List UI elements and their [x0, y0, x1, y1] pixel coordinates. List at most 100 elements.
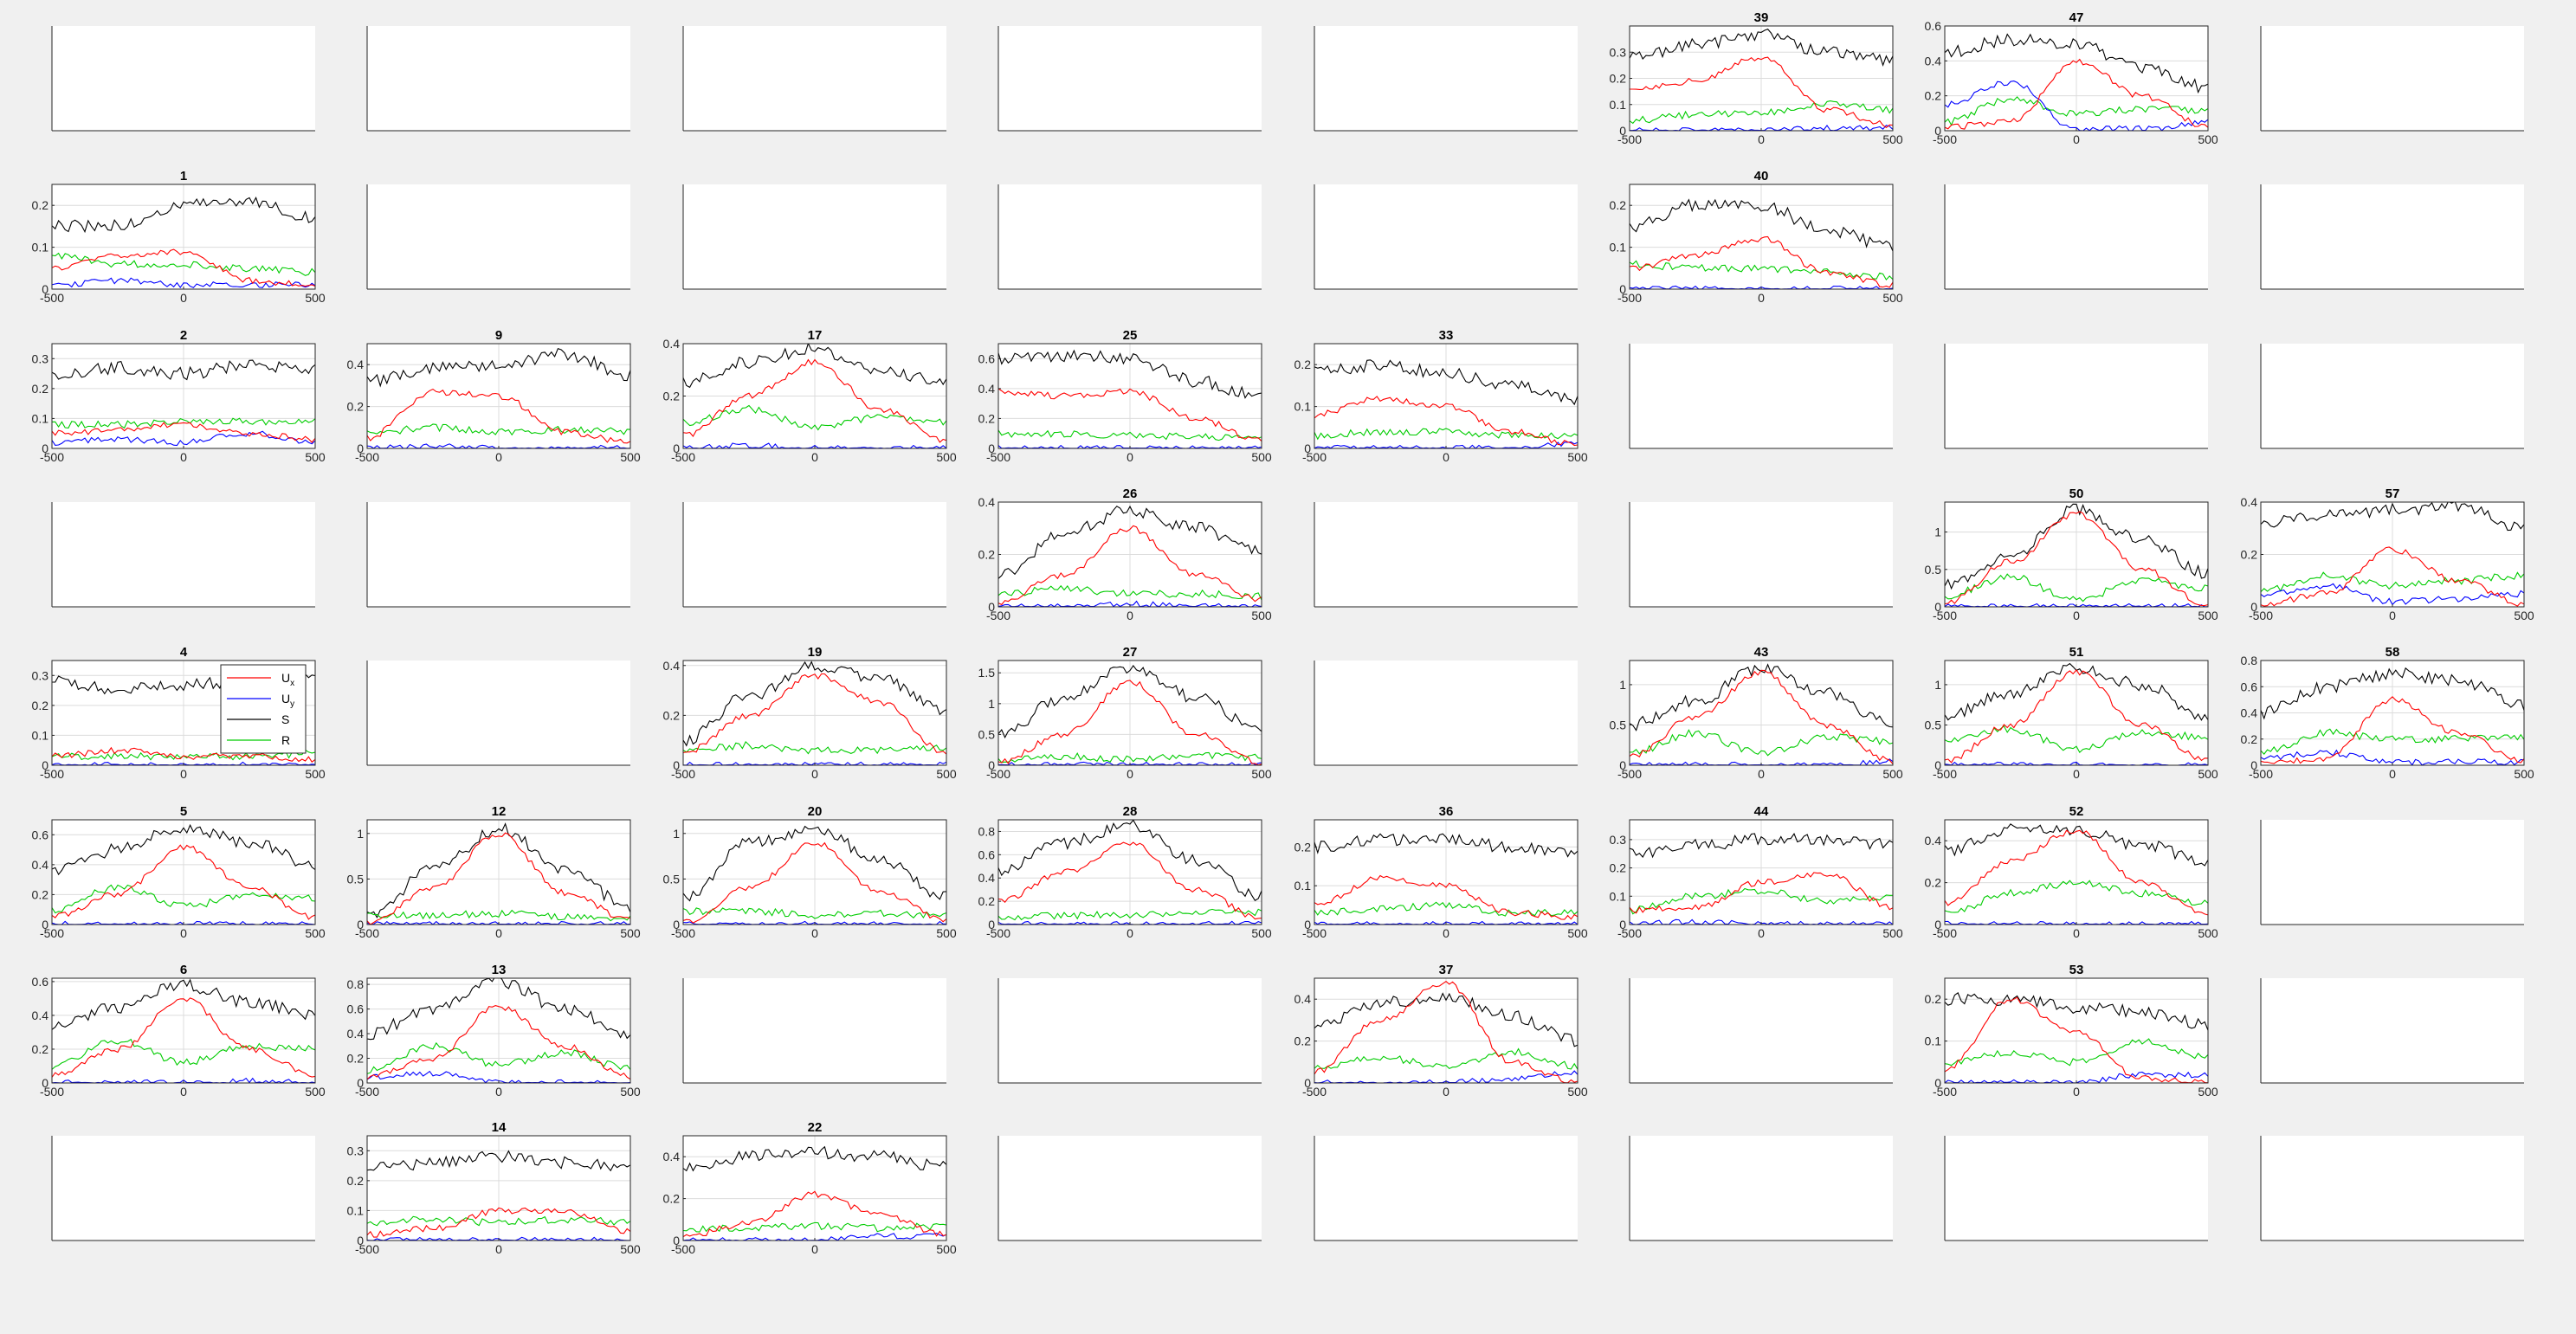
series-line-Ux [998, 388, 1262, 442]
x-tick-label: -500 [40, 926, 64, 940]
y-tick-label: 0.2 [1610, 198, 1627, 212]
x-tick-label: 0 [495, 926, 502, 940]
y-tick-label: 1.5 [978, 666, 996, 680]
y-tick-label: 0.2 [32, 887, 49, 901]
y-tick-label: 0 [988, 600, 995, 614]
y-tick-label: 0.6 [978, 351, 996, 365]
series-line-R [1314, 428, 1578, 441]
series-line-R [367, 909, 630, 922]
series-line-S [1630, 28, 1893, 68]
y-tick-label: 0 [42, 1076, 48, 1090]
y-tick-label: 0.5 [1925, 563, 1942, 577]
y-tick-label: 0 [357, 1076, 364, 1090]
series-line-R [2261, 728, 2524, 755]
subplot-title: 39 [1754, 10, 1769, 25]
x-tick-label: 0 [1127, 926, 1133, 940]
subplot-title: 28 [1123, 804, 1138, 819]
series-line-Ux [367, 832, 630, 925]
subplot-empty-0-4 [1314, 26, 1578, 132]
axes-background [2261, 1136, 2524, 1241]
y-tick-label: 0.2 [32, 382, 49, 396]
x-tick-label: -500 [1933, 767, 1957, 781]
subplot-title: 25 [1123, 328, 1138, 343]
x-tick-label: -500 [986, 609, 1010, 622]
subplot-empty-6-5 [1629, 978, 1893, 1084]
y-tick-label: 0.2 [978, 894, 996, 908]
axes-background [998, 26, 1262, 131]
series-line-R [52, 417, 315, 429]
axes-background [1945, 344, 2208, 448]
x-tick-label: 500 [305, 767, 326, 781]
subplot-title: 6 [180, 963, 187, 977]
y-tick-label: 0.5 [1610, 718, 1627, 731]
series-line-R [367, 1041, 630, 1074]
x-tick-label: -500 [40, 450, 64, 464]
series-line-R [52, 252, 315, 276]
series-line-Ux [52, 248, 315, 287]
x-tick-label: 500 [620, 926, 641, 940]
subplot-title: 52 [2069, 804, 2084, 819]
x-tick-label: -500 [355, 1242, 379, 1256]
y-tick-label: 0.6 [32, 828, 49, 841]
subplot-empty-1-4 [1314, 184, 1578, 290]
axes-background [1945, 184, 2208, 289]
subplot-title: 9 [495, 328, 502, 343]
series-line-Ux [1945, 58, 2208, 130]
y-tick-label: 0.5 [347, 872, 365, 886]
x-tick-label: -500 [40, 1085, 64, 1099]
series-line-S [1945, 503, 2208, 590]
subplot-empty-4-4 [1314, 661, 1578, 766]
subplot-empty-7-0 [51, 1136, 315, 1241]
x-tick-label: 0 [1443, 1085, 1449, 1099]
series-line-Ux [1314, 396, 1578, 447]
x-tick-label: 500 [1567, 450, 1588, 464]
series-line-S [1314, 833, 1578, 858]
x-tick-label: -500 [986, 926, 1010, 940]
y-tick-label: 0.6 [978, 847, 996, 861]
series-line-Uy [52, 430, 315, 447]
x-tick-label: -500 [1933, 609, 1957, 622]
x-tick-label: 0 [1758, 767, 1765, 781]
y-tick-label: 0 [2250, 600, 2257, 614]
y-tick-label: 0.2 [1294, 358, 1312, 371]
axes-background [1630, 978, 1893, 1083]
subplot-title: 17 [808, 328, 823, 343]
series-line-S [683, 825, 946, 902]
series-line-S [52, 978, 315, 1030]
x-tick-label: 0 [811, 1242, 818, 1256]
subplot-title: 4 [180, 645, 188, 660]
y-tick-label: 0.2 [663, 390, 681, 403]
series-line-R [367, 1215, 630, 1227]
y-tick-label: 0.5 [663, 872, 681, 886]
x-tick-label: 500 [2198, 767, 2218, 781]
y-tick-label: 0.2 [1610, 861, 1627, 875]
series-line-Ux [683, 358, 946, 443]
subplot-empty-3-0 [51, 502, 315, 608]
x-tick-label: 500 [1251, 450, 1272, 464]
subplot-empty-1-6 [1944, 184, 2208, 290]
x-tick-label: 0 [180, 1085, 187, 1099]
y-tick-label: 0.4 [978, 871, 996, 885]
y-tick-label: 0.6 [1925, 19, 1942, 33]
y-tick-label: 0 [1304, 1076, 1311, 1090]
axes-background [1314, 661, 1578, 765]
axes-background [2261, 184, 2524, 289]
y-tick-label: 0.6 [2241, 680, 2258, 693]
x-tick-label: 0 [2073, 609, 2080, 622]
series-line-R [1945, 1038, 2208, 1067]
x-tick-label: 0 [2073, 767, 2080, 781]
x-tick-label: 0 [180, 926, 187, 940]
x-tick-label: 0 [811, 450, 818, 464]
y-tick-label: 0 [1934, 1076, 1941, 1090]
axes-background [52, 502, 315, 607]
series-line-Ux [1945, 511, 2208, 607]
series-line-Ux [1945, 668, 2208, 764]
subplot-title: 20 [808, 804, 823, 819]
x-tick-label: 0 [1127, 767, 1133, 781]
